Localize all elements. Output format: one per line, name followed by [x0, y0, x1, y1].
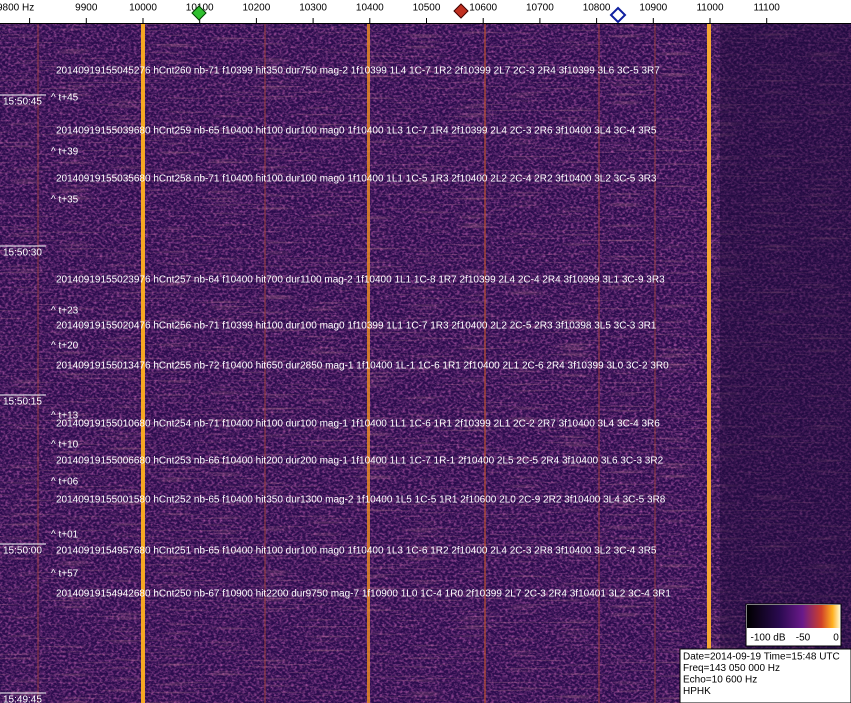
carrier [264, 24, 266, 703]
frequency-label: 11000 [696, 3, 724, 14]
offset-label: ^ t+39 [51, 147, 79, 158]
detection-line: 20140919154957680 hCnt251 nb-65 f10400 h… [56, 546, 657, 557]
detection-line: 20140919155001580 hCnt252 nb-65 f10400 h… [56, 495, 666, 506]
info-line: Freq=143 050 000 Hz [683, 663, 780, 674]
detection-line: 20140919155010680 hCnt254 nb-71 f10400 h… [56, 419, 660, 430]
carrier [707, 24, 711, 703]
frequency-label: 10900 [639, 3, 667, 14]
detection-line: 20140919155023976 hCnt257 nb-64 f10400 h… [56, 275, 665, 286]
offset-label: ^ t+20 [51, 341, 79, 352]
color-bar-label: -50 [796, 633, 811, 644]
frequency-label: 9800 Hz [0, 3, 34, 14]
time-label: 15:50:45 [3, 97, 42, 108]
detection-line: 20140919155045276 hCnt260 nb-71 f10399 h… [56, 66, 660, 77]
detection-line: 20140919155039680 hCnt259 nb-65 f10400 h… [56, 126, 657, 137]
color-bar-label: -100 dB [750, 633, 785, 644]
frequency-label: 10000 [129, 3, 157, 14]
info-line: HPHK [683, 686, 711, 697]
detection-line: 20140919155006680 hCnt253 nb-66 f10400 h… [56, 456, 664, 467]
marker-red [453, 3, 469, 19]
overlays: 15:50:45 15:50:30 15:50:15 15:50:00 15:49:45… [0, 66, 671, 703]
frequency-label: 10200 [242, 3, 270, 14]
info-box [679, 648, 851, 703]
frequency-label: 10800 [583, 3, 611, 14]
color-bar-label: 0 [833, 633, 839, 644]
quiet-band [720, 24, 851, 703]
offset-label: ^ t+57 [51, 569, 79, 580]
carrier [37, 24, 39, 703]
carrier [484, 24, 486, 703]
offset-label: ^ t+23 [51, 306, 79, 317]
carrier [598, 24, 600, 703]
time-label: 15:50:00 [3, 546, 42, 557]
info-line: Date=2014-09-19 Time=15:48 UTC [683, 652, 840, 663]
carrier [141, 24, 145, 703]
carriers [37, 24, 711, 703]
offset-label: ^ t+01 [51, 530, 79, 541]
carrier [654, 24, 656, 703]
marker-green [191, 5, 207, 21]
frequency-label: 10400 [356, 3, 384, 14]
offset-label: ^ t+10 [51, 440, 79, 451]
offset-label: ^ t+45 [51, 93, 79, 104]
carrier [367, 24, 370, 703]
time-label: 15:49:45 [3, 695, 42, 703]
time-label: 15:50:30 [3, 248, 42, 259]
marker-blue [609, 6, 627, 24]
frequency-label: 11100 [754, 3, 781, 14]
axis-labels: 9800 Hz990010000101001020010300104001050… [0, 3, 780, 24]
frequency-label: 10300 [299, 3, 327, 14]
offset-label: ^ t+06 [51, 477, 79, 488]
detection-line: 20140919154942680 hCnt250 nb-67 f10900 h… [56, 589, 671, 600]
offset-label: ^ t+13 [51, 411, 79, 422]
detection-line: 20140919155035680 hCnt258 nb-71 f10400 h… [56, 174, 657, 185]
color-bar [747, 605, 840, 628]
frequency-label: 10600 [469, 3, 497, 14]
detection-line: 20140919155020476 hCnt256 nb-71 f10399 h… [56, 321, 657, 332]
time-label: 15:50:15 [3, 397, 42, 408]
frequency-axis [0, 0, 851, 24]
info-line: Echo=10 600 Hz [683, 675, 757, 686]
frequency-label: 10500 [413, 3, 441, 14]
markers [191, 3, 627, 24]
detection-line: 20140919155013476 hCnt255 nb-72 f10400 h… [56, 361, 669, 372]
offset-label: ^ t+35 [51, 195, 79, 206]
frequency-label: 10700 [526, 3, 554, 14]
frequency-label: 9900 [75, 3, 98, 14]
